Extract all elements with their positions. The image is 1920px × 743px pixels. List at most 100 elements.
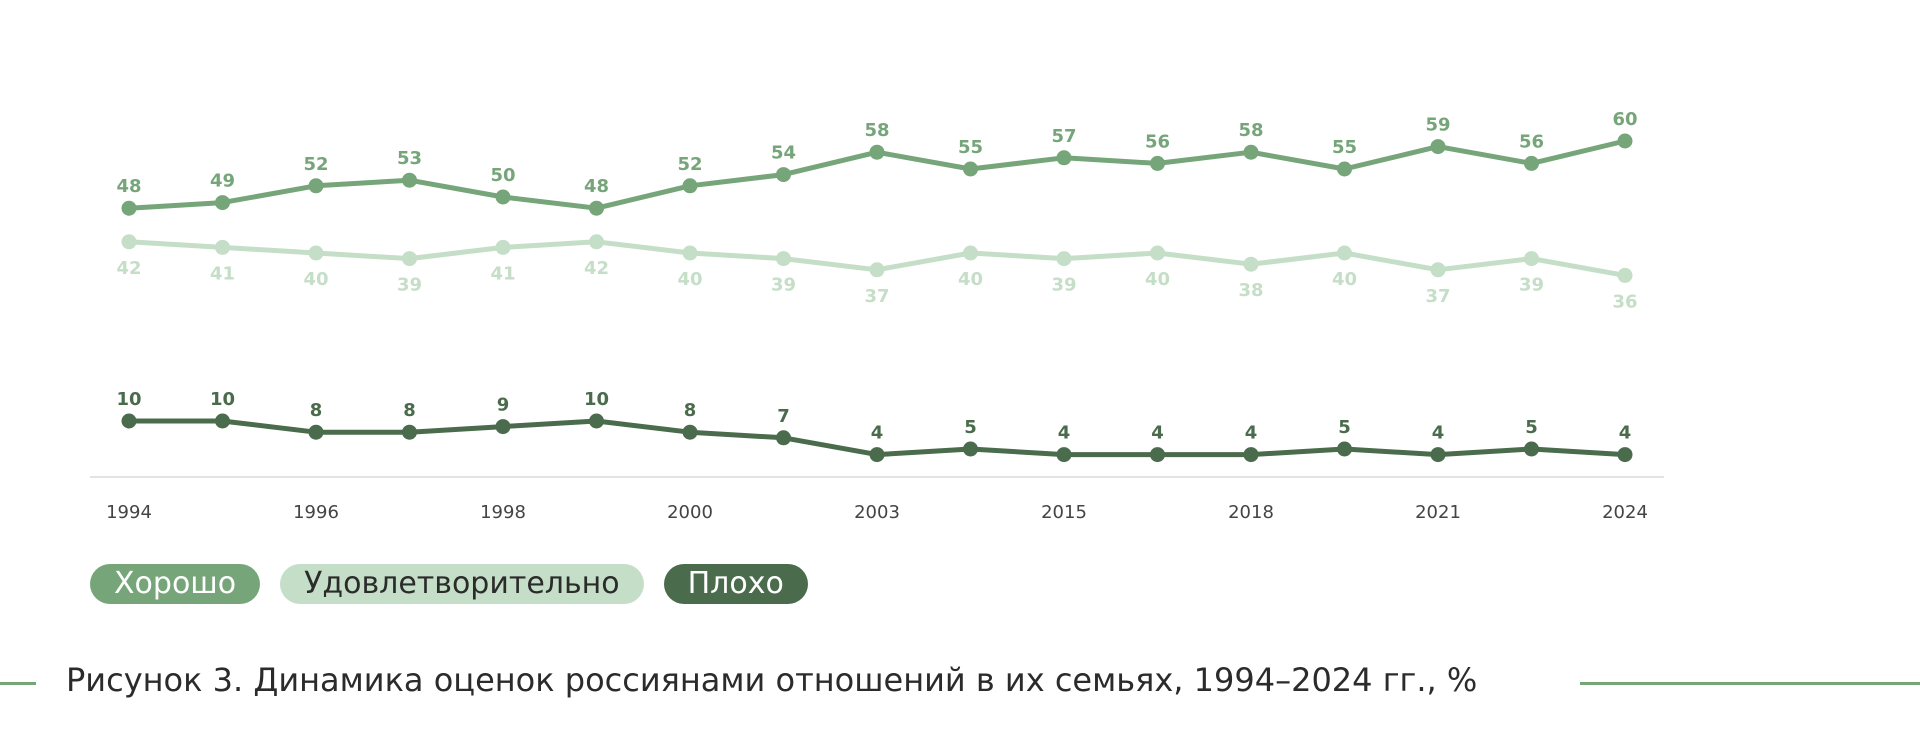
data-point (1243, 144, 1259, 160)
data-label: 53 (397, 148, 422, 169)
data-point (1617, 447, 1633, 463)
data-label: 40 (1332, 269, 1357, 290)
data-point (1430, 262, 1446, 278)
data-label: 42 (116, 258, 141, 279)
data-label: 4 (1058, 423, 1071, 444)
legend-item-good: Хорошо (90, 564, 261, 604)
data-point (1056, 447, 1072, 463)
x-tick-label: 1998 (480, 502, 526, 523)
x-tick-label: 1996 (293, 502, 339, 523)
data-label: 58 (864, 120, 889, 141)
data-label: 58 (1238, 120, 1263, 141)
data-point (121, 200, 137, 216)
data-point (682, 245, 698, 261)
data-point (495, 189, 511, 205)
data-point (215, 195, 230, 211)
data-point (308, 245, 324, 261)
data-point (215, 413, 230, 429)
data-label: 39 (397, 275, 422, 296)
data-point (495, 239, 511, 255)
data-label: 39 (1519, 275, 1544, 296)
data-point (1337, 245, 1352, 261)
data-label: 41 (490, 263, 515, 284)
data-point (1337, 161, 1352, 177)
data-label: 48 (116, 176, 141, 197)
data-point (589, 234, 604, 250)
data-point (402, 251, 417, 267)
data-point (1337, 441, 1352, 457)
data-label: 60 (1612, 109, 1637, 130)
data-point (869, 144, 885, 160)
data-point (402, 424, 417, 440)
x-tick-label: 2018 (1228, 502, 1274, 523)
data-label: 9 (497, 395, 510, 416)
data-point (121, 413, 137, 429)
data-point (1430, 447, 1446, 463)
legend-item-satisfactory: Удовлетворительно (280, 564, 644, 604)
data-label: 59 (1425, 115, 1450, 136)
data-label: 52 (303, 154, 328, 175)
data-label: 7 (777, 406, 790, 427)
series-1: 48 49 52 53 50 48 52 54 58 55 57 56 58 55 59 56 60 (116, 109, 1638, 216)
data-label: 5 (964, 417, 977, 438)
data-point (308, 424, 324, 440)
caption-divider-right (1580, 682, 1920, 685)
x-tick-label: 2000 (667, 502, 713, 523)
data-point (963, 441, 978, 457)
x-tick-label: 2021 (1415, 502, 1461, 523)
data-point (1524, 155, 1539, 171)
data-label: 55 (958, 137, 983, 158)
data-point (1430, 139, 1446, 155)
data-label: 5 (1525, 417, 1538, 438)
data-label: 8 (403, 400, 416, 421)
data-point (1524, 251, 1539, 267)
data-label: 52 (677, 154, 702, 175)
figure-caption: Рисунок 3. Динамика оценок россиянами от… (66, 661, 1478, 699)
data-point (1150, 155, 1165, 171)
data-point (682, 178, 698, 194)
data-point (776, 430, 791, 446)
data-label: 39 (1051, 275, 1076, 296)
data-point (1617, 133, 1633, 149)
data-point (1056, 251, 1072, 267)
data-point (776, 167, 791, 183)
x-tick-label: 1994 (106, 502, 152, 523)
data-label: 38 (1238, 280, 1263, 301)
data-point (776, 251, 791, 267)
data-point (589, 413, 604, 429)
data-label: 56 (1519, 131, 1544, 152)
data-point (1150, 245, 1165, 261)
data-label: 4 (1245, 423, 1258, 444)
data-point (1617, 267, 1633, 283)
series-2: 42 41 40 39 41 42 40 39 37 40 39 40 38 40 37 39 36 (116, 234, 1638, 312)
legend: Хорошо Удовлетворительно Плохо (90, 564, 808, 604)
data-label: 37 (1425, 286, 1450, 307)
data-point (121, 234, 137, 250)
caption-divider-left (0, 682, 36, 685)
data-label: 5 (1338, 417, 1351, 438)
data-point (963, 245, 978, 261)
x-tick-label: 2024 (1602, 502, 1648, 523)
data-point (308, 178, 324, 194)
data-label: 40 (1145, 269, 1170, 290)
data-label: 4 (1432, 423, 1445, 444)
data-point (869, 447, 885, 463)
data-label: 37 (864, 286, 889, 307)
data-point (682, 424, 698, 440)
legend-item-bad: Плохо (663, 564, 808, 604)
data-point (589, 200, 604, 216)
data-label: 39 (771, 275, 796, 296)
data-label: 10 (210, 389, 235, 410)
data-label: 56 (1145, 131, 1170, 152)
x-tick-label: 2003 (854, 502, 900, 523)
data-point (1524, 441, 1539, 457)
data-label: 10 (116, 389, 141, 410)
data-point (495, 419, 511, 435)
data-label: 41 (210, 263, 235, 284)
data-label: 4 (871, 423, 884, 444)
data-point (1056, 150, 1072, 166)
data-label: 40 (958, 269, 983, 290)
data-point (1243, 256, 1259, 272)
